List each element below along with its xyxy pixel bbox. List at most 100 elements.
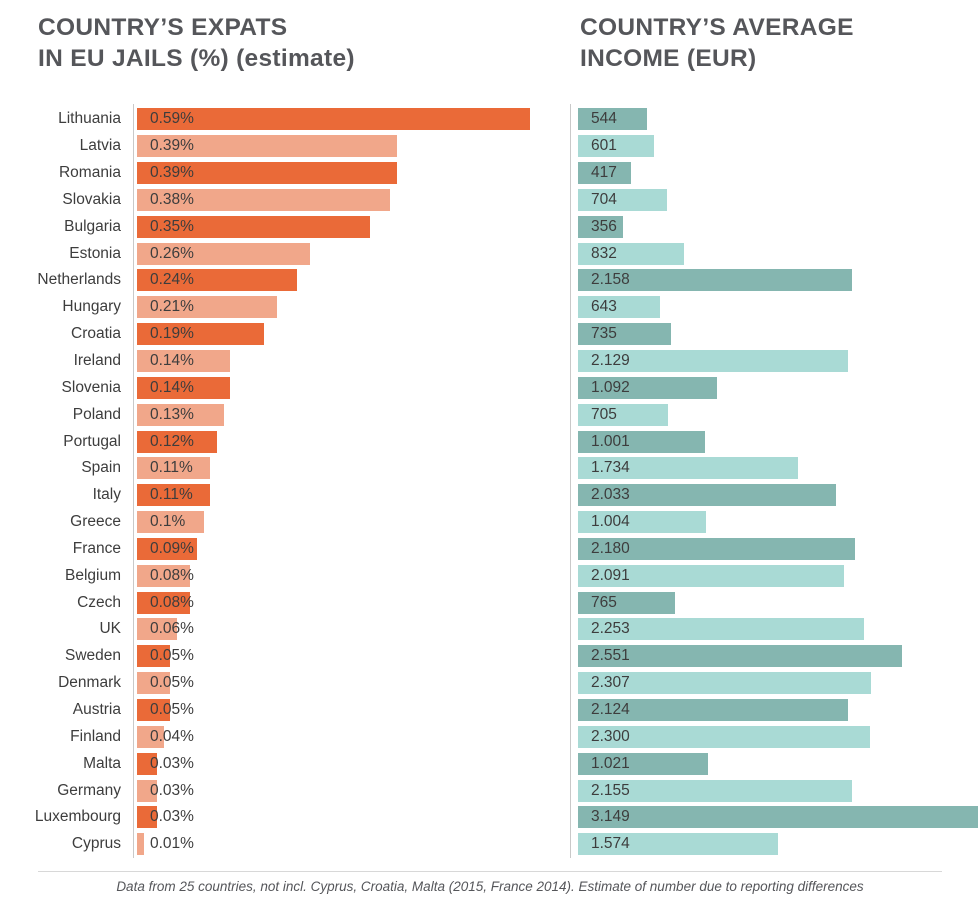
income-bar: 2.180 [578,537,855,560]
income-value-label: 2.307 [591,674,630,692]
expats-value-label: 0.19% [150,325,194,343]
chart-row: Slovenia 0.14% [0,374,560,401]
income-value-label: 2.158 [591,271,630,289]
chart-row: 832 [578,240,980,267]
income-bar: 1.021 [578,752,708,775]
country-label: Spain [81,459,121,477]
income-bar-area: 2.091 [578,564,978,587]
expats-value-label: 0.24% [150,271,194,289]
expats-bar-area: 0.08% [137,564,530,587]
income-chart-axis-line [570,104,571,858]
expats-chart-axis-line [133,104,134,858]
chart-row: Greece 0.1% [0,509,560,536]
income-bar: 735 [578,323,672,346]
income-bar-area: 2.129 [578,350,978,373]
income-bar: 356 [578,215,624,238]
country-label: Latvia [79,137,121,155]
income-bar-area: 3.149 [578,806,978,829]
chart-row: 2.551 [578,643,980,670]
expats-bar-area: 0.1% [137,511,530,534]
chart-row: Romania 0.39% [0,160,560,187]
chart-row: Malta 0.03% [0,750,560,777]
income-bar: 2.253 [578,618,865,641]
expats-bar: 0.24% [137,269,297,292]
expats-bar-area: 0.19% [137,323,530,346]
income-value-label: 417 [591,164,617,182]
expats-bar-area: 0.14% [137,376,530,399]
expats-bar: 0.35% [137,215,371,238]
expats-bar: 0.13% [137,403,224,426]
footer-note: Data from 25 countries, not incl. Cyprus… [116,879,864,894]
income-bar: 765 [578,591,676,614]
chart-row: 2.307 [578,670,980,697]
income-value-label: 643 [591,298,617,316]
income-bar-area: 1.004 [578,511,978,534]
expats-bar-area: 0.08% [137,591,530,614]
expats-bar: 0.05% [137,698,194,721]
income-bar-area: 832 [578,242,978,265]
chart-row: Ireland 0.14% [0,348,560,375]
income-bar-area: 704 [578,188,978,211]
income-value-label: 601 [591,137,617,155]
expats-value-label: 0.06% [150,620,194,638]
income-bar: 1.574 [578,833,778,856]
expats-chart-title-line1: COUNTRY’S EXPATS [38,14,288,41]
chart-row: Poland 0.13% [0,401,560,428]
income-bar-area: 1.574 [578,833,978,856]
expats-bar: 0.06% [137,618,194,641]
income-bar: 705 [578,403,668,426]
expats-bar: 0.21% [137,296,277,319]
expats-bar-area: 0.03% [137,806,530,829]
expats-bar-area: 0.35% [137,215,530,238]
income-value-label: 2.180 [591,539,630,557]
chart-row: Lithuania 0.59% [0,106,560,133]
income-value-label: 705 [591,405,617,423]
expats-value-label: 0.39% [150,164,194,182]
expats-bar-area: 0.11% [137,457,530,480]
chart-row: Bulgaria 0.35% [0,213,560,240]
expats-bar-area: 0.21% [137,296,530,319]
chart-row: Spain 0.11% [0,455,560,482]
expats-bar-area: 0.39% [137,135,530,158]
expats-value-label: 0.14% [150,378,194,396]
income-value-label: 2.033 [591,486,630,504]
chart-row: 643 [578,294,980,321]
expats-bar: 0.1% [137,511,204,534]
country-label: Romania [58,164,121,182]
expats-bar-area: 0.14% [137,350,530,373]
income-bar: 1.004 [578,511,706,534]
expats-bar-area: 0.24% [137,269,530,292]
expats-value-label: 0.39% [150,137,194,155]
income-bar: 1.734 [578,457,799,480]
country-label: Poland [72,405,121,423]
expats-bar: 0.09% [137,537,197,560]
income-bar-area: 2.180 [578,537,978,560]
expats-value-label: 0.14% [150,352,194,370]
expats-bar-area: 0.38% [137,188,530,211]
expats-bar: 0.19% [137,323,264,346]
income-bar-area: 2.300 [578,725,978,748]
country-label: Ireland [73,352,121,370]
expats-bar: 0.08% [137,591,194,614]
chart-row: 1.001 [578,428,980,455]
chart-row: 2.129 [578,348,980,375]
expats-value-label: 0.59% [150,110,194,128]
income-bar-area: 643 [578,296,978,319]
country-label: UK [99,620,121,638]
income-value-label: 832 [591,244,617,262]
chart-row: UK 0.06% [0,616,560,643]
chart-row: 356 [578,213,980,240]
income-bar-area: 735 [578,323,978,346]
expats-value-label: 0.21% [150,298,194,316]
income-value-label: 2.300 [591,727,630,745]
expats-bar: 0.14% [137,376,231,399]
expats-bar-area: 0.05% [137,645,530,668]
expats-bar-area: 0.59% [137,108,530,131]
income-value-label: 704 [591,190,617,208]
chart-row: Cyprus 0.01% [0,831,560,858]
chart-row: 2.180 [578,536,980,563]
income-value-label: 1.092 [591,378,630,396]
country-label: Germany [57,781,121,799]
expats-bar: 0.01% [137,833,194,856]
chart-row: Belgium 0.08% [0,562,560,589]
